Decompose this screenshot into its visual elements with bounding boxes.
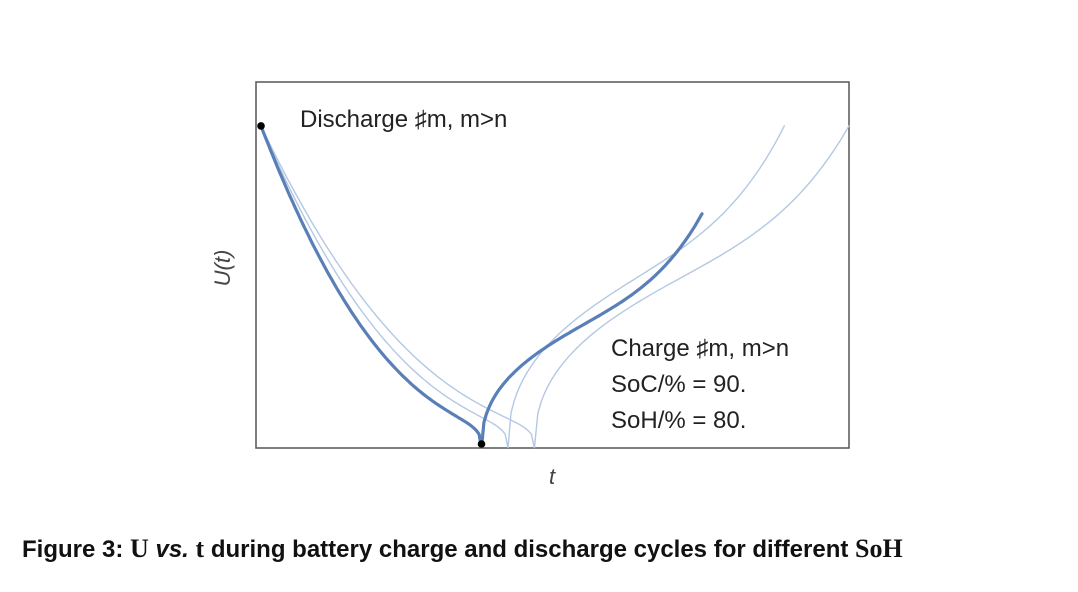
plot-frame [255, 81, 850, 449]
charge-annotation-line-2: SoC/% = 90. [611, 371, 746, 398]
caption-middle: during battery charge and discharge cycl… [204, 536, 856, 563]
discharge-annotation: Discharge ♯m, m>n [300, 106, 507, 133]
curves-group [259, 124, 850, 449]
y-axis-label: U(t) [210, 250, 235, 287]
charge-annotation-line-3: SoH/% = 80. [611, 407, 746, 434]
curve-3 [260, 125, 850, 449]
curve-highlighted [259, 124, 704, 449]
caption-prefix: Figure 3: [22, 536, 131, 563]
minimum-marker [477, 440, 486, 448]
charge-annotation-line-1: Charge ♯m, m>n [611, 335, 789, 362]
caption-var-u: U [130, 534, 149, 563]
caption-soh: SoH [855, 534, 903, 563]
x-axis-label: t [549, 464, 556, 489]
caption-vs: vs. [155, 536, 189, 563]
curve-2 [260, 125, 785, 449]
figure-caption: Figure 3: U vs. t during battery charge … [22, 534, 1062, 564]
start-marker [257, 122, 265, 130]
caption-var-t: t [195, 534, 205, 563]
markers-group [257, 122, 486, 448]
